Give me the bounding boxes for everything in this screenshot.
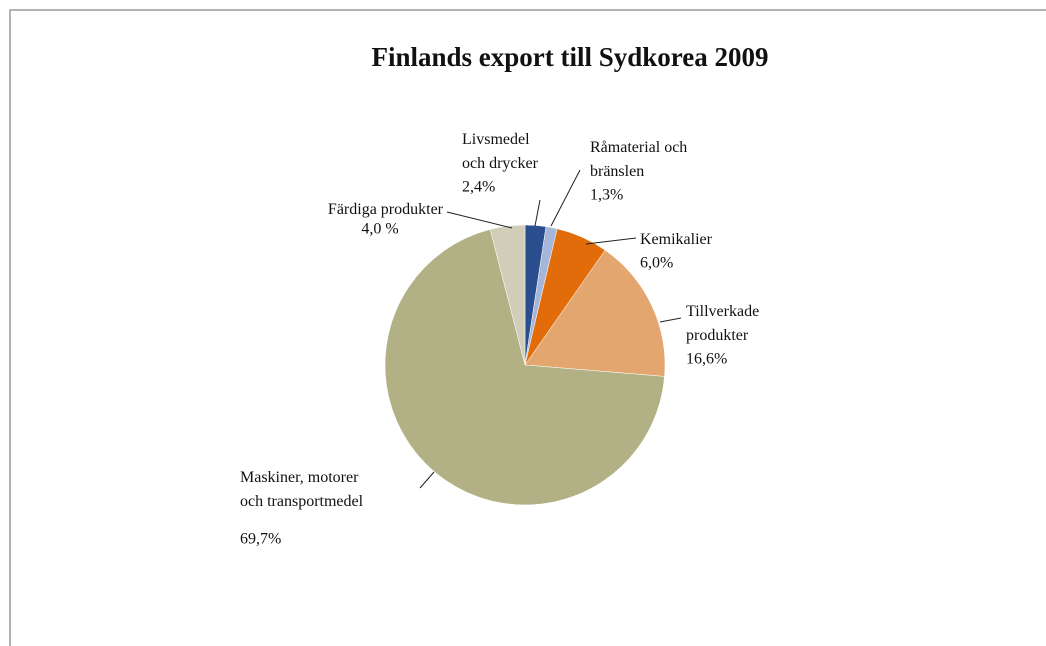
pie-slice (524, 249, 666, 377)
value-label: 2,4% (462, 179, 495, 196)
value-label: 4,0 % (361, 221, 398, 238)
leader-line (585, 237, 637, 245)
category-label: Livsmedel och drycker (462, 131, 539, 172)
leader-line (659, 317, 682, 323)
category-label: Maskiner, motorer och transportmedel (240, 469, 364, 510)
leader-line (534, 199, 541, 227)
chart-title: Finlands export till Sydkorea 2009 (371, 42, 768, 72)
category-label: Råmaterial och bränslen (590, 139, 691, 180)
leader-line (550, 169, 581, 227)
pie-slice (489, 224, 526, 366)
value-label: 6,0% (640, 255, 673, 272)
leader-line (419, 471, 435, 489)
value-label: 1,3% (590, 187, 623, 204)
value-label: 69,7% (240, 531, 281, 548)
pie-slice (384, 229, 665, 506)
leader-line (446, 211, 513, 229)
category-label: Kemikalier (640, 231, 713, 248)
category-label: Färdiga produkter (328, 201, 444, 218)
category-label: Tillverkade produkter (686, 303, 763, 344)
frame (9, 9, 1046, 646)
value-label: 16,6% (686, 351, 727, 368)
